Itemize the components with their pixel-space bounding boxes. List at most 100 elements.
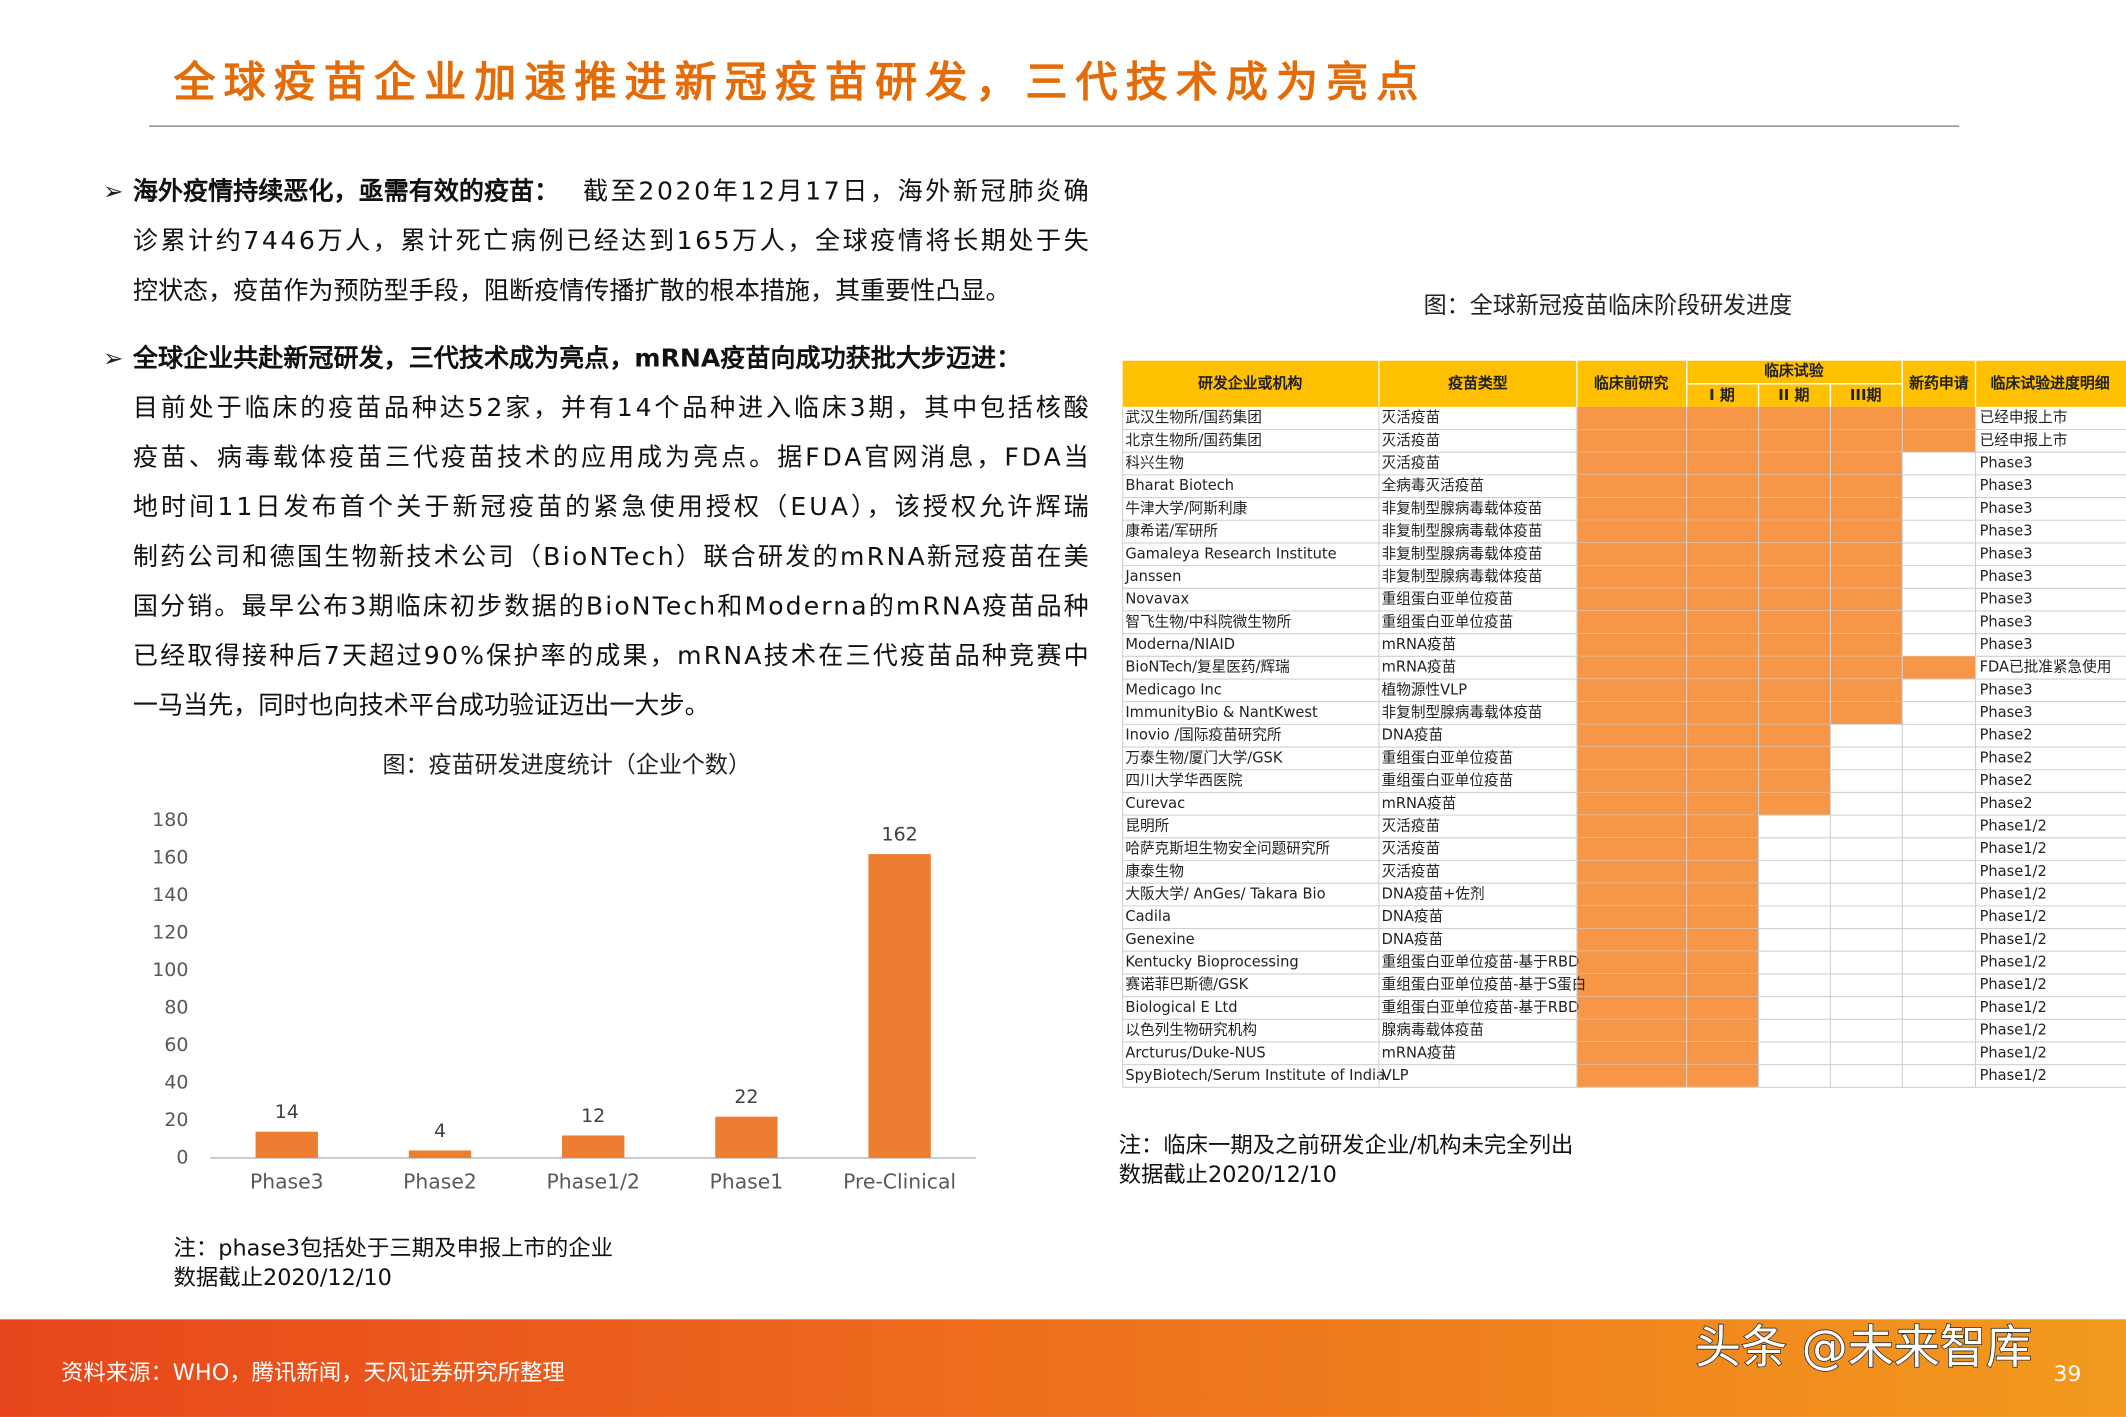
type-cell: DNA疫苗 (1382, 931, 1443, 948)
progress-cell (1758, 792, 1831, 816)
type-cell: 非复制型腺病毒载体疫苗 (1382, 567, 1543, 585)
progress-cell (1576, 429, 1687, 453)
type-cell: 灭活疫苗 (1382, 432, 1441, 449)
progress-cell (1576, 633, 1687, 657)
status-cell: Phase3 (1980, 613, 2033, 630)
x-tick-label: Pre-Clinical (843, 1169, 956, 1193)
type-cell: 非复制型腺病毒载体疫苗 (1382, 499, 1543, 517)
progress-cell (1686, 1019, 1759, 1042)
table-header-cell: 临床试验进度明细 (1990, 374, 2109, 392)
progress-cell (1902, 406, 1976, 430)
type-cell: 重组蛋白亚单位疫苗-基于RBD (1382, 954, 1580, 971)
table-note: 数据截止2020/12/10 (1119, 1162, 1337, 1188)
bullet-line: 截至2020年12月17日，海外新冠肺炎确 (583, 177, 1089, 206)
progress-cell (1830, 429, 1903, 453)
progress-cell (1686, 542, 1759, 566)
progress-cell (1576, 679, 1687, 702)
progress-cell (1686, 656, 1759, 680)
status-cell: Phase3 (1980, 591, 2033, 608)
status-cell: Phase3 (1980, 477, 2033, 494)
status-cell: Phase3 (1980, 681, 2033, 698)
progress-cell (1758, 701, 1831, 725)
progress-cell (1686, 701, 1759, 725)
chart-note: 数据截止2020/12/10 (174, 1265, 392, 1291)
type-cell: mRNA疫苗 (1382, 636, 1457, 653)
status-cell: Phase3 (1980, 500, 2033, 517)
status-cell: Phase1/2 (1980, 1067, 2047, 1084)
org-cell: 昆明所 (1125, 817, 1169, 834)
bar (715, 1116, 778, 1158)
status-cell: Phase1/2 (1980, 1022, 2047, 1039)
bar (562, 1135, 625, 1158)
progress-cell (1758, 406, 1831, 430)
status-cell: Phase3 (1980, 636, 2033, 653)
progress-cell (1830, 452, 1903, 475)
type-cell: VLP (1382, 1067, 1409, 1084)
progress-cell (1902, 656, 1976, 680)
org-cell: 大阪大学/ AnGes/ Takara Bio (1125, 886, 1325, 903)
x-tick-label: Phase1/2 (546, 1169, 639, 1193)
type-cell: 重组蛋白亚单位疫苗 (1382, 749, 1514, 766)
progress-cell (1686, 951, 1759, 974)
org-cell: 万泰生物/厦门大学/GSK (1125, 749, 1282, 766)
type-cell: DNA疫苗 (1382, 908, 1443, 925)
bullet-arrow: ➢ (103, 343, 123, 372)
status-cell: Phase1/2 (1980, 840, 2047, 857)
status-cell: Phase3 (1980, 704, 2033, 721)
progress-cell (1576, 792, 1687, 816)
progress-cell (1576, 1019, 1687, 1042)
status-cell: Phase1/2 (1980, 1044, 2047, 1061)
type-cell: 腺病毒载体疫苗 (1382, 1022, 1484, 1039)
watermark: 头条 @未来智库 (1695, 1320, 2032, 1374)
progress-cell (1686, 1064, 1759, 1088)
status-cell: Phase2 (1980, 772, 2033, 789)
progress-cell (1686, 792, 1759, 816)
bullet-line: 疫苗、病毒载体疫苗三代疫苗技术的应用成为亮点。据FDA官网消息，FDA当 (133, 443, 1089, 472)
status-cell: Phase1/2 (1980, 908, 2047, 925)
progress-cell (1686, 837, 1759, 861)
status-cell: Phase2 (1980, 727, 2033, 744)
progress-cell (1758, 474, 1831, 498)
type-cell: 灭活疫苗 (1382, 455, 1441, 472)
progress-cell (1576, 474, 1687, 498)
org-cell: Curevac (1125, 795, 1185, 812)
org-cell: Biological E Ltd (1125, 999, 1237, 1016)
progress-cell (1576, 951, 1687, 974)
y-tick-label: 20 (164, 1109, 188, 1131)
status-cell: Phase3 (1980, 545, 2033, 562)
progress-cell (1686, 815, 1759, 838)
progress-cell (1830, 679, 1903, 702)
status-cell: 已经申报上市 (1980, 409, 2068, 426)
progress-cell (1830, 633, 1903, 657)
bullet-line: 国分销。最早公布3期临床初步数据的BioNTech和Moderna的mRNA疫苗… (133, 591, 1089, 620)
data-label: 12 (581, 1105, 605, 1127)
progress-cell (1576, 1041, 1687, 1065)
progress-cell (1758, 633, 1831, 657)
progress-cell (1686, 724, 1759, 748)
table-header-cell: 临床前研究 (1594, 374, 1669, 392)
type-cell: 灭活疫苗 (1382, 409, 1441, 426)
org-cell: Gamaleya Research Institute (1125, 545, 1336, 562)
org-cell: Kentucky Bioprocessing (1125, 954, 1298, 971)
org-cell: SpyBiotech/Serum Institute of India (1125, 1067, 1385, 1084)
chart-note: 注：phase3包括处于三期及申报上市的企业 (174, 1235, 613, 1261)
org-cell: Inovio /国际疫苗研究所 (1125, 727, 1281, 744)
org-cell: 四川大学华西医院 (1125, 772, 1242, 789)
progress-cell (1686, 883, 1759, 906)
progress-cell (1758, 429, 1831, 453)
type-cell: DNA疫苗+佐剂 (1382, 886, 1485, 903)
progress-cell (1758, 679, 1831, 702)
org-cell: 北京生物所/国药集团 (1125, 432, 1262, 449)
data-label: 22 (734, 1086, 758, 1108)
type-cell: mRNA疫苗 (1382, 1044, 1457, 1061)
status-cell: Phase3 (1980, 568, 2033, 585)
progress-cell (1576, 656, 1687, 680)
table-caption: 图：全球新冠疫苗临床阶段研发进度 (1424, 293, 1792, 319)
bullet-lead: 海外疫情持续恶化，亟需有效的疫苗： (133, 177, 559, 206)
bullet-line: 制药公司和德国生物新技术公司（BioNTech）联合研发的mRNA新冠疫苗在美 (133, 542, 1089, 571)
progress-cell (1830, 542, 1903, 566)
table-header-cell: 新药申请 (1909, 374, 1969, 392)
table-header (1122, 360, 2126, 407)
progress-cell (1686, 860, 1759, 884)
y-tick-label: 100 (152, 959, 188, 981)
